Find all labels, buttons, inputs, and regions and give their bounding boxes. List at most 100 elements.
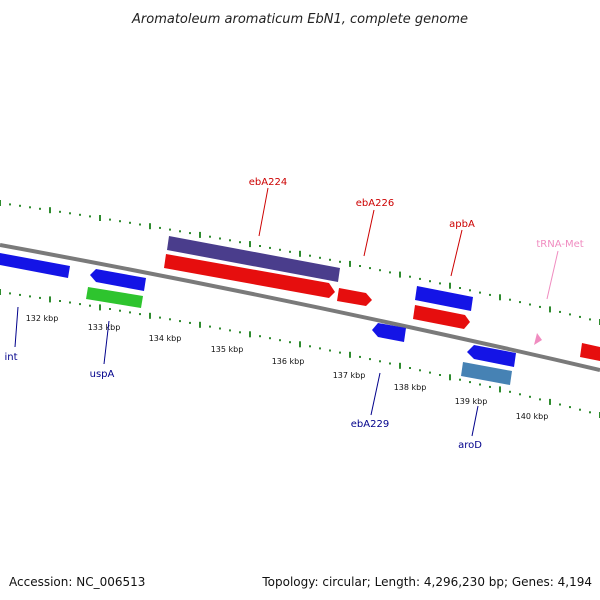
upper-track-dot bbox=[419, 277, 421, 280]
gene-apbA-neighbor-feature[interactable] bbox=[415, 286, 473, 311]
upper-track-dot bbox=[549, 306, 551, 313]
lower-track-dot bbox=[59, 300, 61, 302]
label-int[interactable]: int bbox=[4, 352, 17, 363]
upper-track-dot bbox=[279, 248, 281, 251]
upper-track-dot bbox=[519, 301, 521, 304]
scale-tick-label: 140 kbp bbox=[516, 412, 549, 421]
lower-track-dot bbox=[79, 303, 81, 306]
lower-track-dot bbox=[139, 313, 141, 316]
lower-track-dot bbox=[429, 371, 431, 374]
lower-track-dot bbox=[549, 398, 551, 405]
lower-track-dot bbox=[569, 406, 571, 409]
genome-backbone bbox=[0, 243, 600, 372]
lower-track-dot bbox=[449, 374, 451, 381]
gene-ebA229-feature[interactable] bbox=[372, 323, 406, 342]
label-tRNA-Met[interactable]: tRNA-Met bbox=[536, 239, 583, 250]
lower-track-dot bbox=[149, 312, 151, 319]
lower-track-dot bbox=[509, 390, 511, 393]
upper-track-dot bbox=[69, 212, 71, 215]
label-ebA229[interactable]: ebA229 bbox=[351, 419, 389, 430]
lower-track-dot bbox=[339, 351, 341, 354]
lower-track-dot bbox=[269, 337, 271, 340]
upper-track-dot bbox=[149, 223, 151, 230]
scale-tick-label: 138 kbp bbox=[394, 383, 427, 392]
lower-track-dot bbox=[539, 398, 541, 401]
lower-track-dot bbox=[579, 408, 581, 411]
gene-aroD-neighbor-feature[interactable] bbox=[467, 345, 516, 367]
label-leaders bbox=[14, 187, 559, 437]
upper-track-dot bbox=[379, 269, 381, 272]
upper-track-dot bbox=[359, 265, 361, 267]
lower-track-dot bbox=[69, 301, 71, 304]
upper-track-dot bbox=[289, 250, 291, 253]
lower-track-dot bbox=[49, 296, 51, 303]
upper-track-dot bbox=[369, 267, 371, 270]
lower-track-dot bbox=[239, 331, 241, 334]
upper-track-dot bbox=[339, 260, 341, 263]
gene-uspA-neighbor-feature[interactable] bbox=[90, 269, 146, 291]
upper-track-dot bbox=[269, 246, 271, 249]
upper-dotted-track bbox=[0, 200, 600, 325]
label-aroD[interactable]: aroD bbox=[458, 440, 482, 451]
lower-track-dot bbox=[249, 331, 251, 338]
lower-track-dot bbox=[359, 355, 361, 358]
upper-track-dot bbox=[389, 271, 391, 274]
gene-aroD-feature[interactable] bbox=[461, 362, 512, 385]
upper-track-dot bbox=[259, 245, 261, 247]
gene-right-edge-feature[interactable] bbox=[580, 343, 600, 361]
lower-track-dot bbox=[459, 378, 461, 381]
upper-track-dot bbox=[239, 241, 241, 244]
lower-track-dot bbox=[499, 386, 501, 393]
upper-track-dot bbox=[169, 228, 171, 231]
gene-ebA224-feature[interactable] bbox=[167, 236, 340, 282]
lower-track-dot bbox=[519, 393, 521, 396]
gene-int-feature[interactable] bbox=[0, 253, 70, 278]
label-apbA[interactable]: apbA bbox=[449, 219, 475, 230]
gene-uspA-feature[interactable] bbox=[86, 287, 143, 308]
gene-ebA226-feature[interactable] bbox=[337, 288, 372, 306]
lower-track-dot bbox=[19, 293, 21, 296]
upper-track-dot bbox=[99, 215, 101, 221]
upper-track-dot bbox=[199, 231, 201, 238]
lower-track-dot bbox=[179, 320, 181, 323]
upper-track-dot bbox=[139, 223, 141, 226]
lower-dotted-track bbox=[0, 289, 600, 418]
upper-track-dot bbox=[299, 250, 301, 257]
upper-track-dot bbox=[569, 313, 571, 316]
upper-track-dot bbox=[459, 287, 461, 289]
lower-track-dot bbox=[379, 360, 381, 363]
upper-track-dot bbox=[399, 271, 401, 278]
lower-track-dot bbox=[0, 289, 1, 295]
lower-track-dot bbox=[209, 325, 211, 328]
label-ebA226[interactable]: ebA226 bbox=[356, 198, 394, 209]
upper-track-dot bbox=[319, 256, 321, 259]
upper-track-dot bbox=[469, 289, 471, 292]
lower-track-dot bbox=[189, 321, 191, 324]
upper-track-dot bbox=[19, 204, 21, 207]
upper-track-dot bbox=[429, 280, 431, 283]
genome-summary-text: Topology: circular; Length: 4,296,230 bp… bbox=[261, 575, 592, 589]
lower-track-dot bbox=[439, 374, 441, 376]
lower-track-dot bbox=[279, 339, 281, 342]
upper-track-dot bbox=[179, 230, 181, 233]
lower-track-dot bbox=[129, 311, 131, 314]
upper-track-dot bbox=[39, 207, 41, 210]
upper-track-dot bbox=[479, 291, 481, 294]
gene-apbA-feature[interactable] bbox=[413, 305, 470, 329]
lower-track-dot bbox=[389, 362, 391, 365]
scale-tick-label: 136 kbp bbox=[272, 357, 305, 366]
trna-met-feature[interactable] bbox=[534, 333, 542, 345]
lower-track-dot bbox=[229, 329, 231, 332]
upper-track-dot bbox=[589, 318, 591, 321]
lower-track-dot bbox=[409, 367, 411, 369]
lower-track-dot bbox=[309, 345, 311, 348]
upper-track-dot bbox=[309, 254, 311, 257]
label-ebA224[interactable]: ebA224 bbox=[249, 177, 287, 188]
gene-red-long-feature[interactable] bbox=[164, 254, 335, 298]
upper-track-dot bbox=[49, 207, 51, 214]
upper-track-dot bbox=[529, 303, 531, 306]
label-uspA[interactable]: uspA bbox=[90, 369, 115, 380]
upper-track-dot bbox=[109, 218, 111, 221]
lower-track-dot bbox=[99, 304, 101, 311]
